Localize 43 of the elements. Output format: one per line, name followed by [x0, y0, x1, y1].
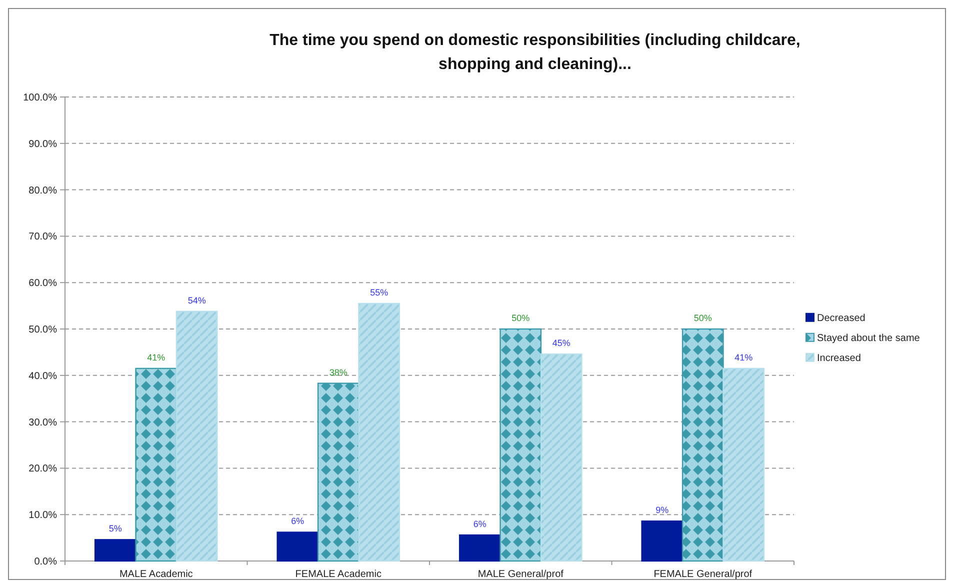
- x-tick-label: MALE Academic: [119, 569, 193, 580]
- y-tick-label: 80.0%: [28, 185, 58, 196]
- bar: [135, 368, 178, 562]
- y-tick-label: 10.0%: [28, 510, 58, 522]
- legend-label: Stayed about the same: [817, 332, 920, 344]
- y-tick-label: 70.0%: [28, 232, 58, 243]
- bar: [317, 382, 360, 562]
- data-label: 45%: [552, 338, 570, 348]
- data-label: 5%: [108, 524, 122, 534]
- legend-label: Increased: [817, 352, 861, 364]
- data-label: 41%: [734, 352, 753, 362]
- y-tick-label: 100.0%: [23, 92, 58, 104]
- y-tick-label: 60.0%: [28, 278, 58, 290]
- bar: [722, 368, 765, 562]
- data-label: 9%: [656, 505, 669, 516]
- y-tick-label: 20.0%: [28, 464, 58, 475]
- legend-label: Decreased: [817, 312, 866, 324]
- bar: [682, 328, 724, 562]
- chart-title: The time you spend on domestic responsibilities (including childcare, shopping and cleaning)...: [270, 32, 800, 73]
- bar: [500, 328, 542, 562]
- data-label: 38%: [329, 367, 348, 378]
- data-label: 6%: [291, 516, 304, 526]
- y-tick-label: 90.0%: [28, 138, 58, 150]
- bar: [358, 302, 400, 562]
- y-tick-label: 50.0%: [28, 324, 58, 336]
- x-tick-label: MALE General/prof: [478, 569, 564, 580]
- y-tick-label: 40.0%: [28, 370, 58, 382]
- data-label: 50%: [512, 313, 530, 323]
- data-label: 41%: [147, 352, 166, 362]
- bar: [276, 532, 319, 562]
- x-tick-label: FEMALE General/prof: [654, 569, 752, 580]
- bar: [540, 353, 582, 562]
- data-label: 55%: [370, 287, 388, 298]
- data-label: 50%: [694, 313, 712, 323]
- bar: [176, 310, 218, 562]
- x-tick-label: FEMALE Academic: [295, 569, 382, 580]
- bar: [641, 520, 684, 562]
- bar: [458, 534, 501, 562]
- data-label: 54%: [188, 295, 206, 306]
- bar: [94, 539, 136, 562]
- y-tick-label: 30.0%: [28, 417, 58, 428]
- data-label: 6%: [473, 519, 486, 530]
- y-tick-label: 0.0%: [34, 556, 58, 568]
